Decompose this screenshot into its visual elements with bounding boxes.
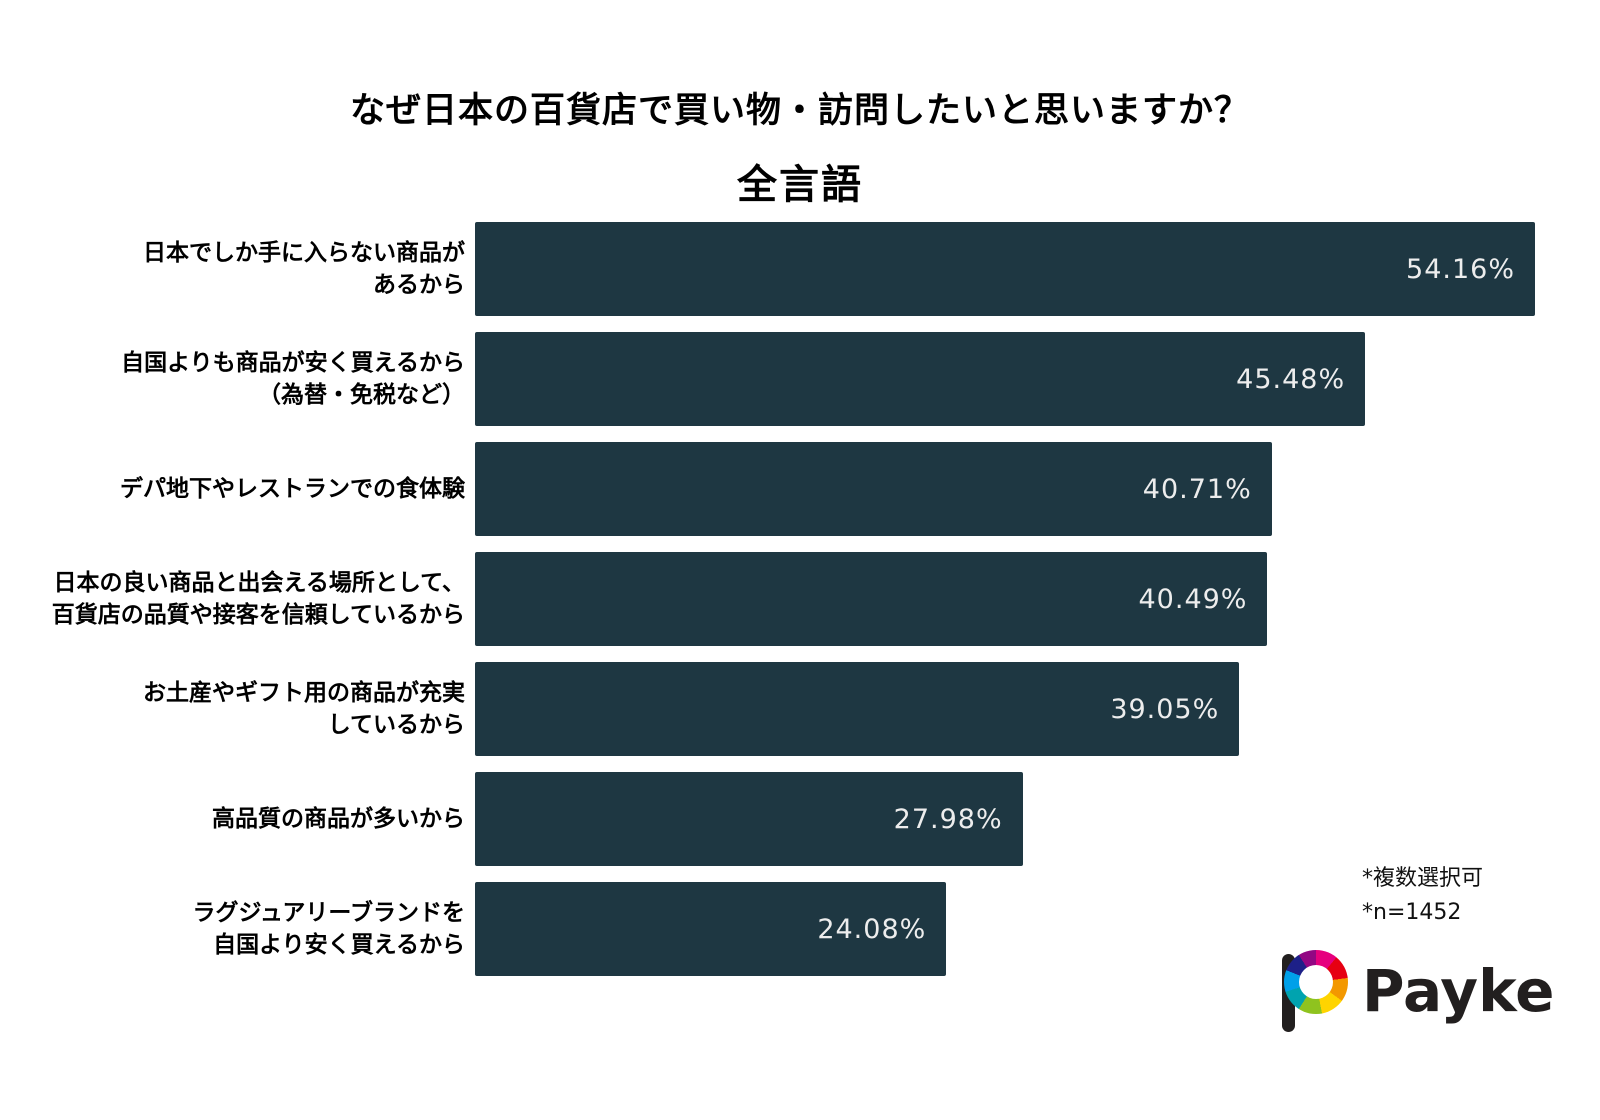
chart-title: なぜ日本の百貨店で買い物・訪問したいと思いますか？ — [349, 91, 1250, 131]
bar-label: 日本の良い商品と出会える場所として、 百貨店の品質や接客を信頼しているから — [51, 569, 465, 628]
bar-value-label: 54.16% — [1406, 253, 1515, 285]
bar-track: 45.48% — [475, 332, 1535, 426]
bar-track: 40.71% — [475, 442, 1535, 536]
bar-track: 54.16% — [475, 222, 1535, 316]
bar: 24.08% — [475, 882, 947, 976]
payke-logo: Payke — [1282, 948, 1554, 1034]
logo-color-ring-icon — [1284, 950, 1348, 1014]
bar-track: 27.98% — [475, 772, 1535, 866]
bar-value-label: 27.98% — [893, 803, 1003, 835]
bar-row: 日本でしか手に入らない商品が あるから 54.16% — [20, 222, 1535, 316]
bar-row: 自国よりも商品が安く買えるから （為替・免税など） 45.48% — [20, 332, 1535, 426]
bar-value-label: 24.08% — [817, 913, 927, 945]
bar: 27.98% — [475, 772, 1023, 866]
bar-row: デパ地下やレストランでの食体験 40.71% — [20, 442, 1535, 536]
chart-footnotes: *複数選択可 *n=1452 — [1362, 862, 1483, 930]
bar-chart: 日本でしか手に入らない商品が あるから 54.16% 自国よりも商品が安く買える… — [20, 222, 1535, 992]
chart-subtitle: 全言語 — [737, 162, 863, 208]
bar-row: 高品質の商品が多いから 27.98% — [20, 772, 1535, 866]
bar-track: 39.05% — [475, 662, 1535, 756]
bar-value-label: 40.49% — [1138, 583, 1248, 615]
bar-value-label: 40.71% — [1142, 473, 1252, 505]
bar-label: 日本でしか手に入らない商品が あるから — [143, 239, 465, 298]
bar-value-label: 45.48% — [1236, 363, 1346, 395]
bar-label: デパ地下やレストランでの食体験 — [120, 475, 465, 502]
payke-logo-text: Payke — [1362, 957, 1555, 1025]
footnote-multiselect: *複数選択可 — [1362, 866, 1484, 891]
bar-row: ラグジュアリーブランドを 自国より安く買えるから 24.08% — [20, 882, 1535, 976]
bar: 54.16% — [475, 222, 1535, 316]
bar-label: 自国よりも商品が安く買えるから （為替・免税など） — [121, 349, 465, 408]
bar: 39.05% — [475, 662, 1240, 756]
payke-logo-icon — [1282, 948, 1348, 1034]
bar-track: 24.08% — [475, 882, 1535, 976]
bar-label: ラグジュアリーブランドを 自国より安く買えるから — [192, 899, 465, 958]
bar-track: 40.49% — [475, 552, 1535, 646]
bar-label: お土産やギフト用の商品が充実 しているから — [143, 679, 465, 738]
bar: 40.49% — [475, 552, 1268, 646]
bar-label: 高品質の商品が多いから — [212, 805, 465, 832]
bar-value-label: 39.05% — [1110, 693, 1220, 725]
bar: 45.48% — [475, 332, 1366, 426]
bar-row: 日本の良い商品と出会える場所として、 百貨店の品質や接客を信頼しているから 40… — [20, 552, 1535, 646]
bar: 40.71% — [475, 442, 1272, 536]
bar-row: お土産やギフト用の商品が充実 しているから 39.05% — [20, 662, 1535, 756]
footnote-sample-size: *n=1452 — [1362, 900, 1462, 926]
